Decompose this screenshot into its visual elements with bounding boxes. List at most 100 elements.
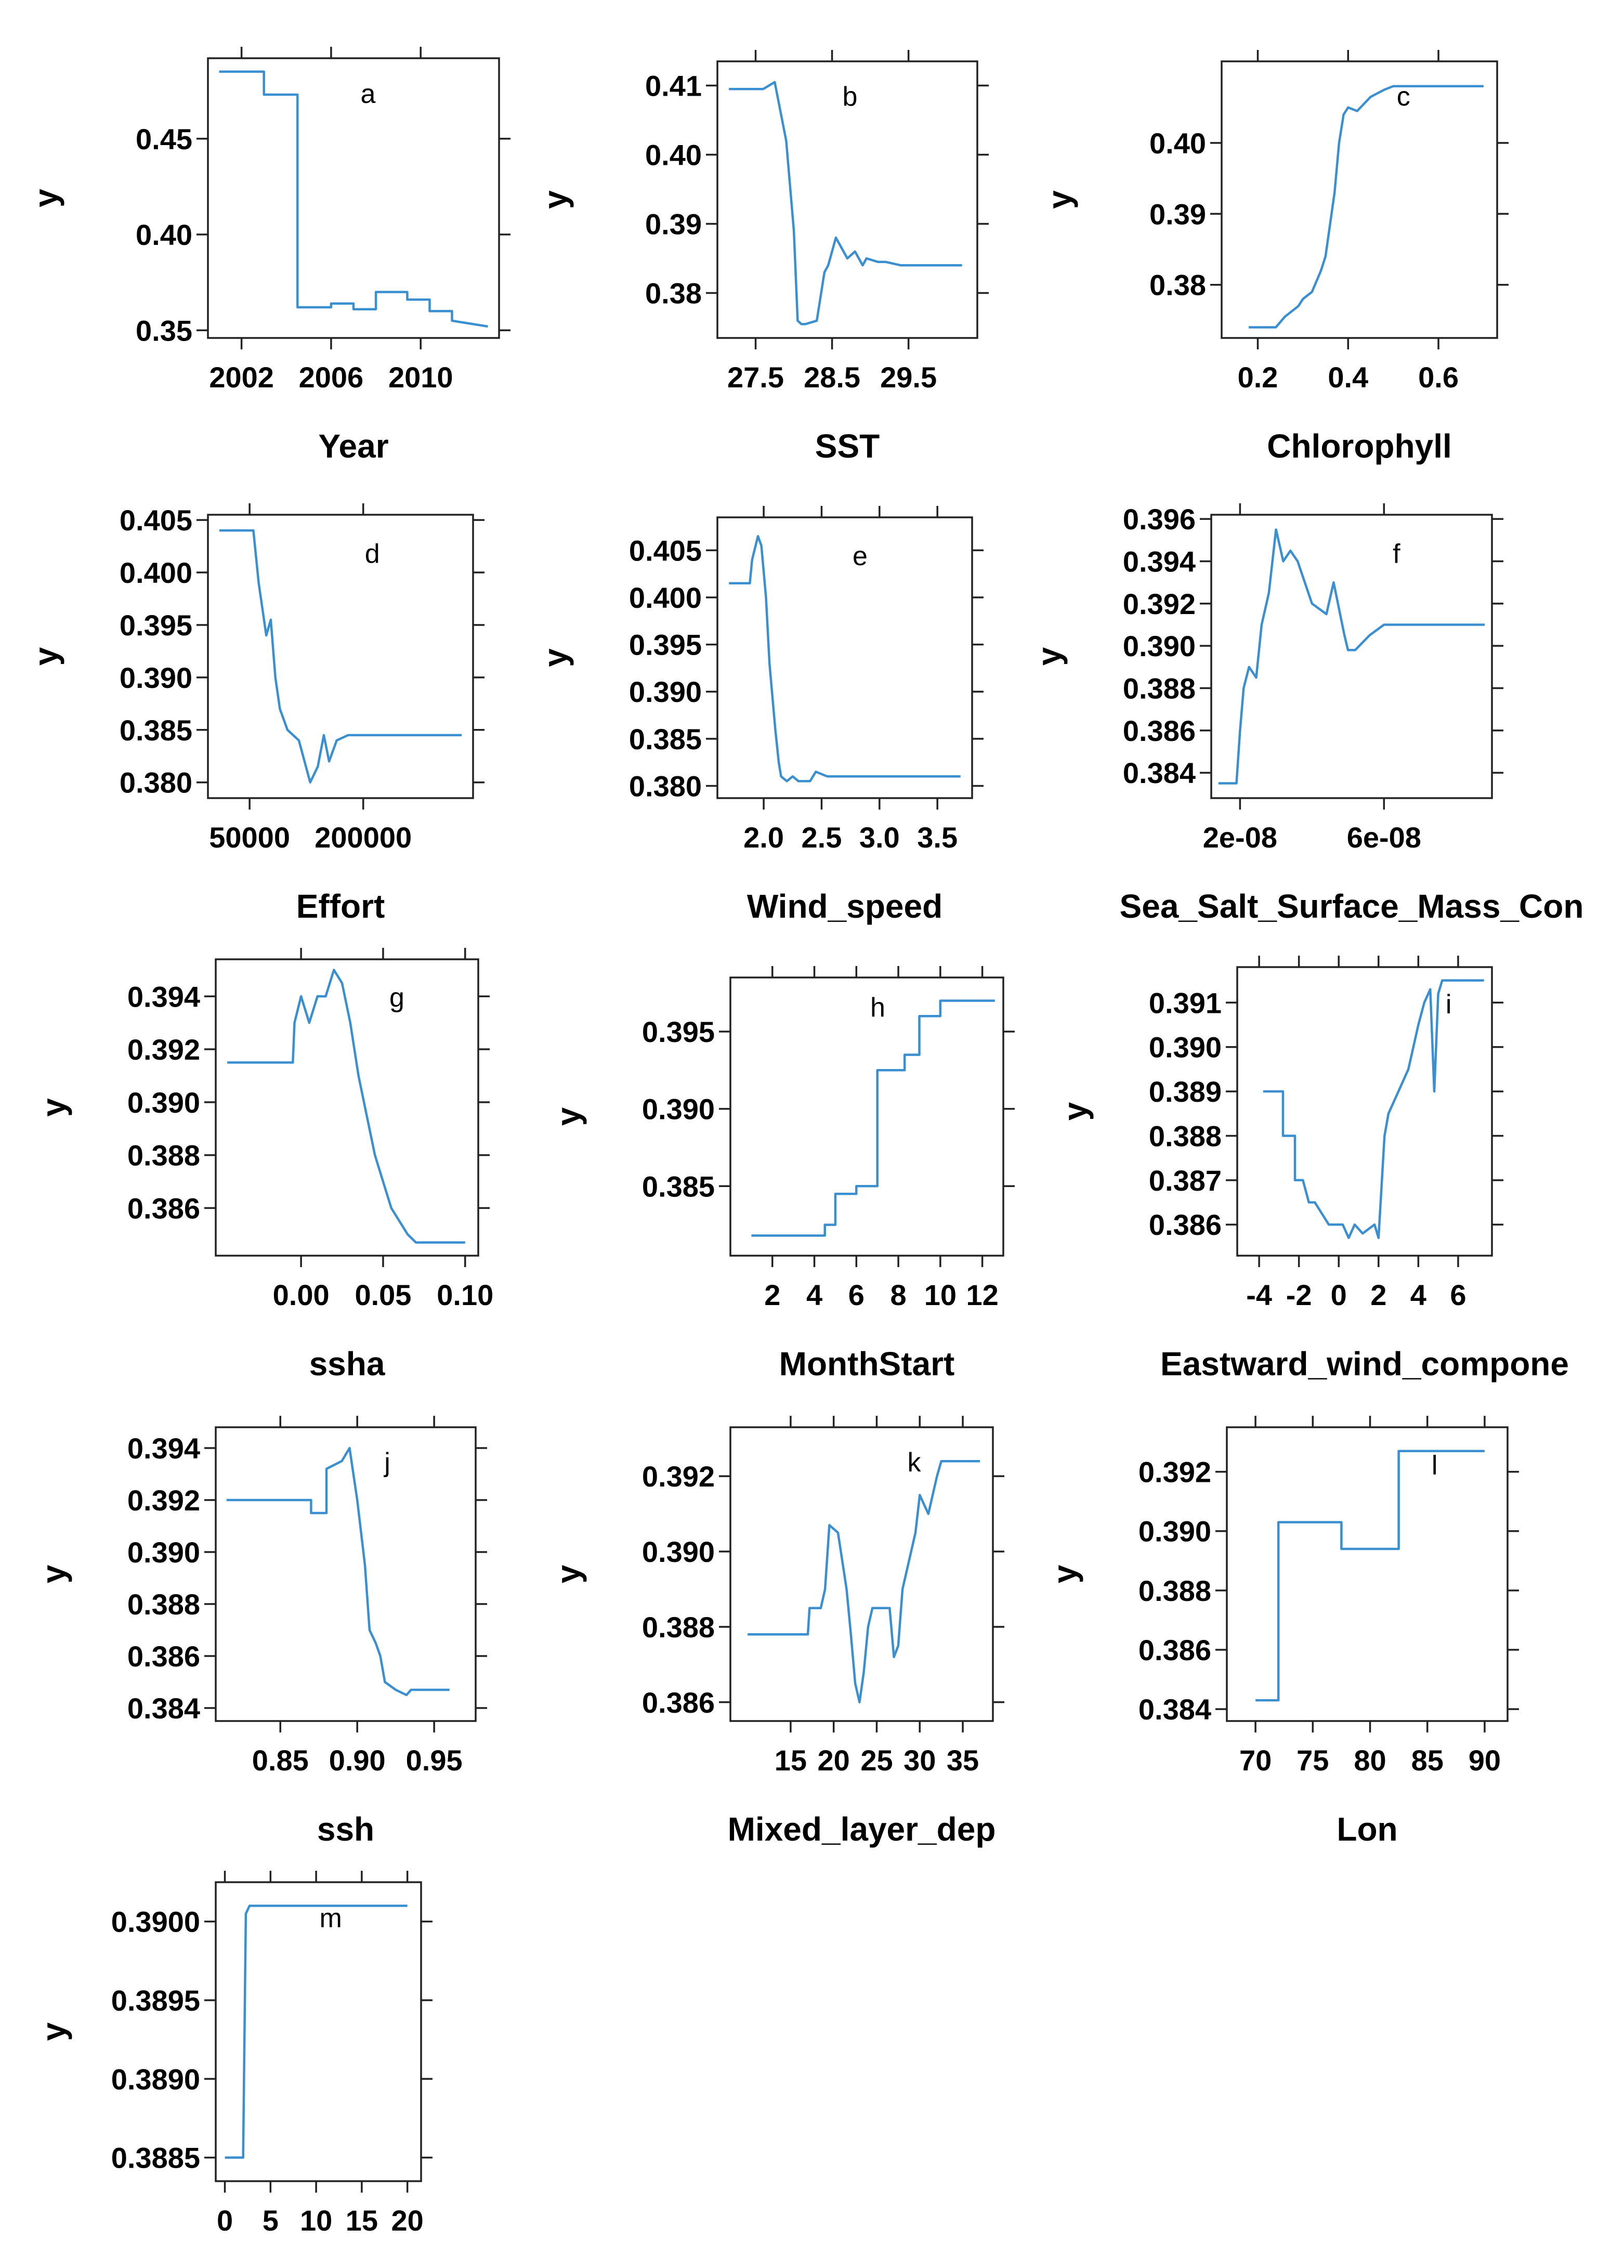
x-tick-label: 2010	[388, 361, 453, 394]
panel-letter: a	[361, 79, 376, 109]
y-tick-label: 0.3890	[111, 2063, 200, 2095]
panel-b: 0.38 0.39 0.40 0.41 27.5 28.5 29.5 b y SST	[536, 50, 989, 465]
y-tick-label: 0.386	[1123, 714, 1196, 747]
y-tick-label: 0.400	[629, 581, 702, 614]
x-tick-label: 12	[966, 1279, 998, 1311]
x-tick-label: 20	[818, 1744, 850, 1777]
y-axis-label: y	[35, 1565, 72, 1583]
y-tick-label: 0.385	[629, 723, 702, 755]
x-tick-label: 29.5	[880, 361, 937, 394]
y-tick-label: 0.394	[127, 1432, 200, 1465]
y-tick-label: 0.3885	[111, 2142, 200, 2174]
y-axis-label: y	[549, 1565, 587, 1583]
panel-l: 0.384 0.386 0.388 0.390 0.392 70 75 80 85 90 l y Lon	[1046, 1416, 1519, 1848]
y-tick-label: 0.41	[645, 70, 702, 102]
x-axis-label: Lon	[1337, 1810, 1397, 1848]
y-tick-label: 0.38	[1149, 269, 1206, 302]
y-tick-label: 0.40	[645, 139, 702, 172]
panel-c-series-line	[1249, 85, 1484, 329]
panel-i: 0.386 0.387 0.388 0.389 0.390 0.391 -4 -2 0 2 4 6 i y…	[1056, 956, 1569, 1383]
y-tick-label: 0.386	[127, 1192, 200, 1224]
panel-letter: c	[1397, 82, 1410, 112]
x-tick-label: 0	[217, 2204, 233, 2237]
panel-e-series-line	[729, 535, 961, 783]
y-tick-label: 0.390	[120, 661, 192, 694]
y-axis-label: y	[1056, 1102, 1094, 1120]
y-tick-label: 0.395	[642, 1015, 715, 1048]
panel-e: 0.380 0.385 0.390 0.395 0.400 0.405 2.0 2.5 3.0 3…	[536, 506, 984, 925]
panel-a: 0.35 0.40 0.45 2002 2006 2010 a y Year	[27, 47, 510, 465]
y-tick-label: 0.405	[120, 504, 192, 537]
panel-letter: f	[1393, 539, 1400, 569]
x-axis-label: ssh	[317, 1810, 374, 1848]
panel-k-series-line	[748, 1459, 980, 1704]
y-tick-label: 0.391	[1149, 986, 1222, 1019]
panel-letter: i	[1446, 989, 1452, 1020]
x-tick-label: 15	[346, 2204, 378, 2237]
x-tick-label: 0.2	[1238, 361, 1278, 394]
x-tick-label: 2	[1370, 1279, 1386, 1311]
y-tick-label: 0.3900	[111, 1906, 200, 1938]
x-axis-label: SST	[815, 427, 880, 465]
x-tick-label: 90	[1469, 1744, 1501, 1777]
y-tick-label: 0.392	[1123, 588, 1196, 620]
y-tick-label: 0.395	[629, 629, 702, 661]
x-tick-label: 0.00	[273, 1279, 330, 1311]
y-tick-label: 0.392	[127, 1484, 200, 1517]
x-tick-label: 0.90	[329, 1744, 386, 1777]
y-tick-label: 0.394	[1123, 545, 1196, 578]
panel-letter: l	[1432, 1450, 1438, 1480]
panel-c: 0.38 0.39 0.40 0.2 0.4 0.6 c y Chlorophyll	[1041, 50, 1509, 465]
y-tick-label: 0.38	[645, 277, 702, 310]
y-tick-label: 0.392	[127, 1033, 200, 1066]
panel-letter: j	[383, 1448, 390, 1478]
y-axis-label: y	[27, 647, 64, 666]
y-axis-label: y	[536, 648, 574, 667]
panel-g: 0.386 0.388 0.390 0.392 0.394 0.00 0.05 0.10 g y s…	[35, 948, 493, 1383]
panel-i-frame	[1236, 966, 1493, 1257]
x-axis-label: Chlorophyll	[1267, 427, 1452, 465]
y-tick-label: 0.390	[127, 1536, 200, 1569]
panel-letter: e	[853, 541, 868, 571]
panel-d-series-line	[219, 529, 462, 784]
x-tick-label: 2002	[209, 361, 274, 394]
x-tick-label: 0.6	[1418, 361, 1459, 394]
y-tick-label: 0.380	[629, 770, 702, 802]
panel-d-frame	[207, 514, 474, 799]
y-tick-label: 0.388	[127, 1588, 200, 1621]
panel-c-frame	[1221, 60, 1498, 339]
y-tick-label: 0.392	[642, 1460, 715, 1493]
x-tick-label: 2006	[299, 361, 364, 394]
y-tick-label: 0.39	[1149, 198, 1206, 230]
x-tick-label: 2.0	[743, 821, 784, 854]
x-tick-label: 20	[391, 2204, 424, 2237]
y-tick-label: 0.390	[1149, 1031, 1222, 1064]
panel-i-series-line	[1263, 979, 1484, 1240]
x-tick-label: 6	[848, 1279, 865, 1311]
x-tick-label: 75	[1296, 1744, 1329, 1777]
y-tick-label: 0.392	[1138, 1456, 1211, 1489]
panel-g-frame	[215, 958, 479, 1257]
x-tick-label: 0.95	[406, 1744, 463, 1777]
x-tick-label: 2.5	[802, 821, 842, 854]
y-axis-label: y	[1041, 190, 1078, 209]
y-tick-label: 0.388	[127, 1139, 200, 1172]
y-tick-label: 0.386	[642, 1686, 715, 1719]
panel-f-frame	[1210, 514, 1493, 799]
panel-j: 0.384 0.386 0.388 0.390 0.392 0.394 0.85 0.90 0.…	[35, 1416, 487, 1848]
x-tick-label: -2	[1286, 1279, 1312, 1311]
panel-letter: m	[320, 1903, 342, 1933]
panel-j-frame	[215, 1426, 477, 1722]
panel-letter: h	[870, 993, 885, 1023]
x-axis-label: Eastward_wind_compone	[1160, 1345, 1569, 1383]
x-tick-label: 35	[947, 1744, 979, 1777]
x-tick-label: 200000	[315, 821, 412, 854]
x-tick-label: 50000	[209, 821, 290, 854]
y-axis-label: y	[35, 1098, 72, 1117]
panel-a-frame	[207, 57, 500, 339]
y-tick-label: 0.388	[1149, 1119, 1222, 1152]
y-tick-label: 0.380	[120, 766, 192, 799]
y-axis-label: y	[1030, 647, 1068, 666]
y-tick-label: 0.385	[642, 1170, 715, 1203]
panel-k: 0.386 0.388 0.390 0.392 15 20 25 30 35 k y Mixed_la…	[549, 1416, 1004, 1848]
